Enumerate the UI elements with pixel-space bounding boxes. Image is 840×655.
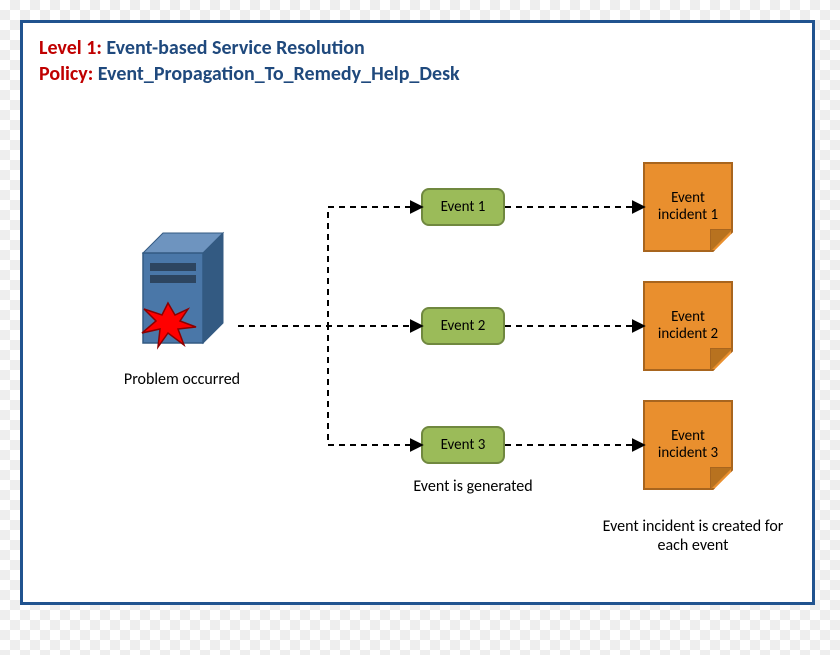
server-icon <box>118 223 248 363</box>
incidents-caption: Event incident is created for each event <box>593 517 793 555</box>
policy-prefix: Policy: <box>39 62 93 86</box>
level-text: Event-based Service Resolution <box>106 36 364 60</box>
title-line-1: Level 1: Event-based Service Resolution <box>39 35 796 61</box>
title-line-2: Policy: Event_Propagation_To_Remedy_Help… <box>39 61 796 87</box>
events-caption: Event is generated <box>398 477 548 496</box>
policy-text: Event_Propagation_To_Remedy_Help_Desk <box>98 62 460 86</box>
incident-note-1: Event incident 1 <box>643 162 733 252</box>
diagram-frame: Level 1: Event-based Service Resolution … <box>20 20 815 605</box>
incident-note-2: Event incident 2 <box>643 281 733 371</box>
server-caption: Problem occurred <box>107 370 257 389</box>
event-node-2: Event 2 <box>421 307 505 345</box>
event-node-1: Event 1 <box>421 188 505 226</box>
event-node-3: Event 3 <box>421 426 505 464</box>
level-prefix: Level 1: <box>39 36 102 60</box>
incident-note-3: Event incident 3 <box>643 400 733 490</box>
